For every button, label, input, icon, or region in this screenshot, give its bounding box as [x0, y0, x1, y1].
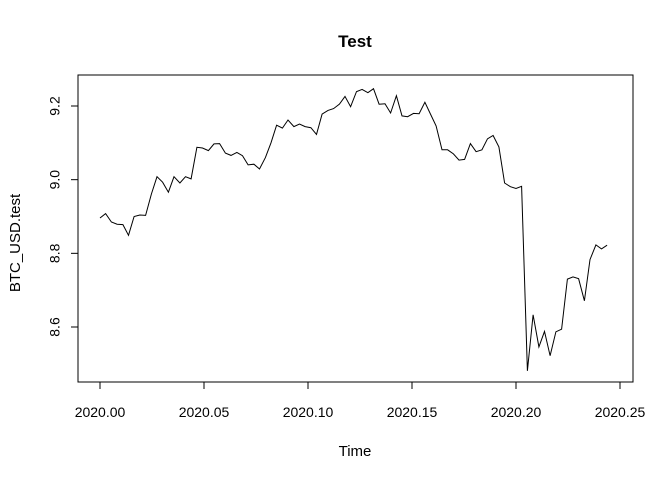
x-tick-label: 2020.05 — [179, 404, 230, 420]
y-tick-label: 9.0 — [47, 170, 63, 190]
plot-frame — [77, 74, 634, 383]
x-tick-label: 2020.25 — [595, 404, 646, 420]
y-axis-label: BTC_USD.test — [7, 193, 24, 292]
y-tick-label: 8.6 — [47, 317, 63, 337]
y-axis: 8.6 8.8 9.0 9.2 — [47, 96, 79, 337]
y-tick-label: 9.2 — [47, 96, 63, 116]
x-tick-label: 2020.15 — [387, 404, 438, 420]
chart-title: Test — [338, 32, 372, 51]
x-tick-label: 2020.10 — [283, 404, 334, 420]
x-tick-label: 2020.00 — [75, 404, 126, 420]
series-layer — [99, 87, 608, 371]
y-tick-label: 8.8 — [47, 243, 63, 263]
series-line — [99, 87, 608, 371]
x-axis: 2020.00 2020.05 2020.10 2020.15 2020.20 2020.… — [75, 381, 646, 420]
x-axis-label: Time — [339, 443, 372, 460]
x-tick-label: 2020.20 — [491, 404, 542, 420]
